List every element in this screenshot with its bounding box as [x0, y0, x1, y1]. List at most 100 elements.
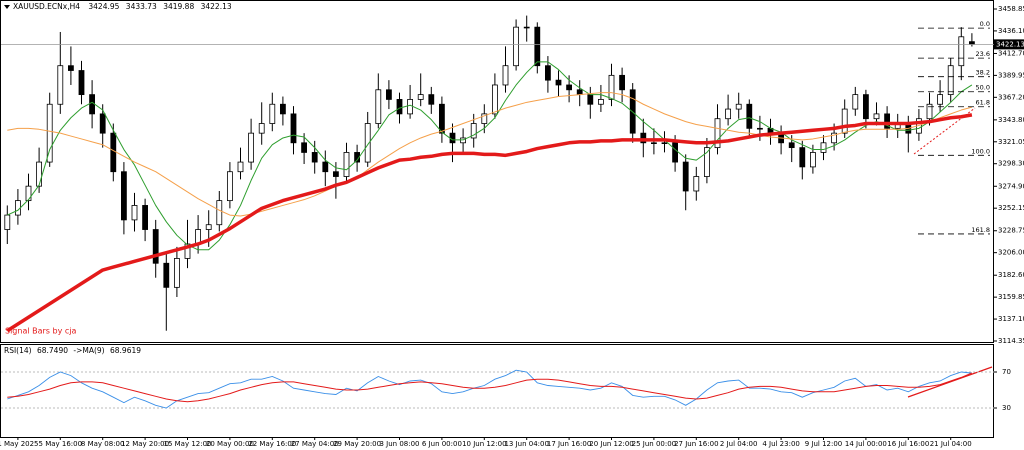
candle-body	[301, 142, 308, 153]
candle-body	[279, 103, 286, 115]
candle-body	[481, 113, 488, 124]
candle-body	[449, 132, 456, 144]
header-icon	[4, 5, 10, 9]
y-tick-label: 3412.70	[998, 49, 1024, 57]
y-tick-label: 3228.75	[998, 227, 1024, 235]
header-close: 3422.13	[201, 2, 232, 11]
moving-average	[7, 61, 973, 251]
y-tick-label: 3321.05	[998, 138, 1024, 146]
candle-body	[226, 171, 233, 202]
x-tick-label: 10 Jun 12:00	[462, 440, 506, 448]
candle-body	[438, 103, 445, 134]
candle-body	[608, 74, 615, 100]
y-tick-label: 3274.90	[998, 182, 1024, 190]
x-tick-label: 29 May 20:00	[333, 440, 381, 448]
x-tick-label: 25 Jun 00:00	[632, 440, 676, 448]
candle-body	[757, 127, 763, 130]
candle-body	[958, 36, 965, 67]
candle-body	[937, 94, 943, 105]
fib-label: 50.0	[976, 84, 990, 92]
candle-body	[311, 152, 318, 163]
candle-body	[385, 89, 392, 100]
x-tick-label: 12 May 20:00	[121, 440, 169, 448]
candle-body	[926, 103, 933, 120]
x-tick-label: 27 May 04:00	[291, 440, 339, 448]
candle-body	[555, 79, 562, 86]
candle-body	[428, 94, 435, 105]
candle-body	[682, 161, 689, 192]
candle-body	[407, 99, 414, 115]
rsi-ma-line	[7, 372, 973, 403]
fib-label: 38.2	[976, 69, 990, 77]
candle-body	[799, 147, 806, 168]
last-price-tag	[994, 39, 1024, 50]
header-open: 3424.95	[88, 2, 119, 11]
symbol: XAUUSD.ECNx,H4	[13, 2, 80, 11]
candle-body	[364, 123, 371, 163]
candle-body	[216, 200, 223, 226]
x-tick-label: 9 Jul 12:00	[805, 440, 843, 448]
candle-body	[841, 108, 848, 134]
candle-body	[640, 132, 647, 144]
candle-body	[36, 161, 42, 187]
candle-body	[25, 185, 32, 202]
main-panel	[0, 0, 994, 343]
rsi-last: 68.7490	[37, 346, 68, 355]
candle-body	[651, 142, 657, 144]
candle-body	[258, 123, 265, 134]
signature: Signal Bars by cja	[5, 327, 76, 336]
rsi-ma-last: 68.9619	[110, 346, 141, 355]
candle-body	[237, 161, 244, 173]
candle-body	[576, 89, 583, 96]
y-tick-label: 3206.00	[998, 249, 1024, 257]
candle-body	[99, 113, 106, 134]
x-tick-label: 8 May 08:00	[81, 440, 125, 448]
rsi-line	[7, 369, 972, 409]
x-tick-label: 4 Jul 23:00	[762, 440, 800, 448]
x-tick-label: 6 Jun 00:00	[422, 440, 462, 448]
candle-body	[332, 171, 339, 177]
rsi-tick-label: 30	[1002, 404, 1011, 412]
candle-body	[661, 142, 668, 144]
candle-body	[78, 70, 85, 96]
x-tick-label: 1 May 2025	[0, 440, 39, 448]
candle-body	[163, 262, 170, 288]
candle-body	[269, 103, 276, 124]
y-tick-label: 3458.85	[998, 5, 1024, 13]
candle-body	[725, 108, 731, 120]
candle-body	[184, 243, 191, 259]
y-tick-label: 3159.85	[998, 293, 1024, 301]
candle-body	[417, 94, 424, 100]
candle-body	[470, 123, 477, 139]
header-low: 3419.88	[163, 2, 194, 11]
y-tick-label: 3137.10	[998, 315, 1024, 323]
candle-body	[89, 94, 95, 115]
rsi-tick-label: 70	[1002, 368, 1011, 376]
moving-average	[7, 92, 973, 217]
candle-body	[343, 152, 350, 177]
candle-body	[523, 26, 530, 29]
y-tick-label: 3343.80	[998, 116, 1024, 124]
candle-body	[820, 142, 827, 153]
x-tick-label: 21 Jul 04:00	[930, 440, 972, 448]
candle-body	[46, 103, 53, 163]
candle-body	[290, 113, 297, 144]
fib-label: 0.0	[980, 20, 990, 28]
y-tick-label: 3252.15	[998, 204, 1024, 212]
x-tick-label: 20 Jun 12:00	[589, 440, 633, 448]
x-tick-label: 16 Jul 16:00	[887, 440, 929, 448]
chart-header: XAUUSD.ECNx,H4 3424.95 3433.73 3419.88 3…	[13, 2, 232, 11]
x-tick-label: 14 Jul 00:00	[845, 440, 887, 448]
candle-body	[735, 103, 742, 110]
y-tick-label: 3389.95	[998, 71, 1024, 79]
x-tick-label: 17 Jun 16:00	[547, 440, 591, 448]
candle-body	[513, 26, 519, 67]
x-tick-label: 20 May 00:00	[206, 440, 254, 448]
candle-body	[322, 161, 329, 173]
x-tick-label: 3 Jun 08:00	[379, 440, 419, 448]
header-high: 3433.73	[126, 2, 157, 11]
candle-body	[110, 132, 117, 173]
candle-body	[598, 99, 604, 105]
